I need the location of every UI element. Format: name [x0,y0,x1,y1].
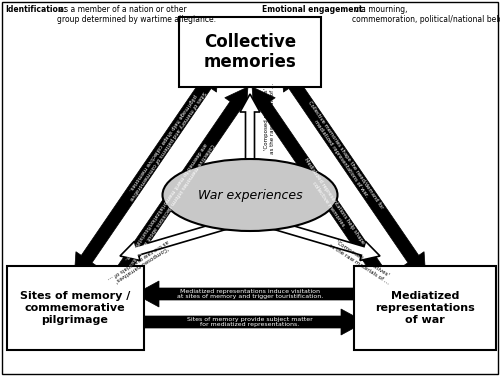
Text: 'Composed narratives'
as the raw materials of ...: 'Composed narratives' as the raw materia… [106,238,172,285]
Text: Collective memories shape the need/demand for
mediatized representations of war.: Collective memories shape the need/deman… [302,100,384,214]
Text: Mediatized representations induce visitation
at sites of memory and trigger tour: Mediatized representations induce visita… [177,289,323,299]
Polygon shape [135,309,365,335]
Text: Collective
memories: Collective memories [204,33,296,71]
Text: as a member of a nation or other
group determined by wartime allegiance.: as a member of a nation or other group d… [57,5,216,24]
Text: Sites of memory provide subject matter
for mediatized representations.: Sites of memory provide subject matter f… [187,317,313,327]
Text: 'Composed narratives'
as the raw materials of ...: 'Composed narratives' as the raw materia… [264,83,275,154]
FancyBboxPatch shape [354,266,496,350]
Text: via mourning,
commemoration, political/national belonging.: via mourning, commemoration, political/n… [352,5,500,24]
Polygon shape [135,281,365,307]
Text: War experiences: War experiences [198,188,302,202]
Text: 'Composed narratives'
as the raw materials of ...: 'Composed narratives' as the raw materia… [328,238,394,285]
Polygon shape [74,67,218,277]
Text: Collective memories inform decisions about which sites
are deemed to merit memor: Collective memories inform decisions abo… [122,139,214,267]
FancyBboxPatch shape [6,266,143,350]
Text: Sites of memory /
commemorative
pilgrimage: Sites of memory / commemorative pilgrima… [20,291,130,324]
Text: Sites of memory and patterns of commemorative
pilgrimage help shape collective m: Sites of memory and patterns of commemor… [124,87,206,202]
FancyBboxPatch shape [179,17,321,87]
Ellipse shape [162,159,338,231]
Text: Identification:: Identification: [5,5,66,14]
Polygon shape [266,219,380,261]
Text: Mediatized representations help shape
collective memories.: Mediatized representations help shape co… [298,158,365,249]
Polygon shape [282,67,426,277]
Text: Mediatized
representations
of war: Mediatized representations of war [375,291,475,324]
Text: Emotional engagement:: Emotional engagement: [262,5,366,14]
Polygon shape [252,87,396,297]
Polygon shape [104,87,248,297]
Polygon shape [120,219,234,261]
Polygon shape [240,94,260,160]
